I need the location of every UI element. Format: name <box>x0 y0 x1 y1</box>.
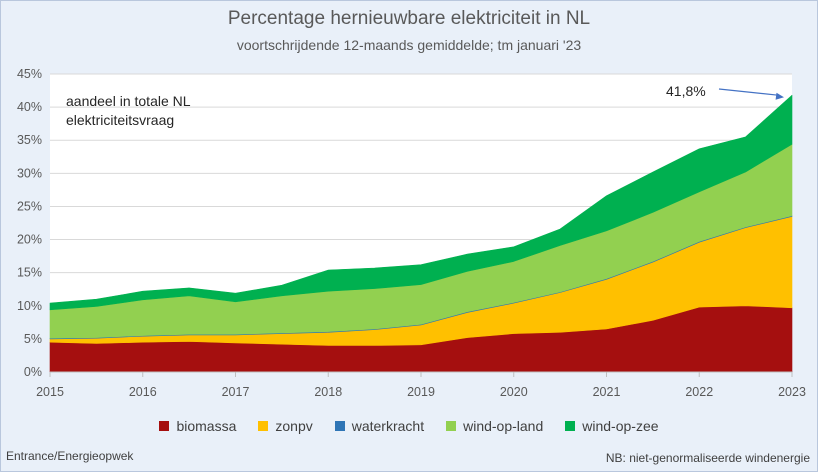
y-tick-label: 0% <box>24 365 42 379</box>
legend-item-wind-op-zee: wind-op-zee <box>565 418 659 434</box>
legend-swatch <box>565 421 576 431</box>
legend-swatch <box>334 421 345 431</box>
x-tick-label: 2022 <box>685 385 713 399</box>
legend-swatch <box>159 421 170 431</box>
x-tick-label: 2020 <box>500 385 528 399</box>
x-tick-label: 2015 <box>36 385 64 399</box>
callout-arrowhead <box>775 92 784 100</box>
x-tick-label: 2016 <box>129 385 157 399</box>
legend-item-waterkracht: waterkracht <box>334 418 425 434</box>
y-tick-label: 15% <box>17 266 42 280</box>
legend-label: waterkracht <box>351 418 425 434</box>
x-tick-label: 2017 <box>222 385 250 399</box>
legend-item-wind-op-land: wind-op-land <box>446 418 543 434</box>
legend: biomassa zonpv waterkracht wind-op-land wind… <box>0 418 818 434</box>
x-tick-label: 2019 <box>407 385 435 399</box>
chart-title: Percentage hernieuwbare elektriciteit in… <box>227 8 591 29</box>
y-tick-label: 45% <box>17 67 42 81</box>
legend-label: zonpv <box>275 418 313 434</box>
x-axis: 2015 2016 2017 2018 2019 2020 2021 2022 2023 <box>36 371 806 399</box>
x-tick-label: 2023 <box>778 385 806 399</box>
legend-swatch <box>258 421 269 431</box>
y-tick-label: 10% <box>17 299 42 313</box>
y-tick-label: 20% <box>17 233 42 247</box>
x-tick-label: 2021 <box>593 385 621 399</box>
chart-subtitle: voortschrijdende 12-maands gemiddelde; t… <box>236 37 582 53</box>
footnote-label: NB: niet-genormaliseerde windenergie <box>605 451 810 465</box>
callout-label: 41,8% <box>666 83 706 99</box>
y-tick-label: 35% <box>17 133 42 147</box>
legend-label: wind-op-land <box>463 418 544 434</box>
y-axis: 0% 5% 10% 15% 20% 25% 30% 35% 40% 45% <box>17 67 42 379</box>
legend-label: biomassa <box>176 418 237 434</box>
legend-item-biomassa: biomassa <box>159 418 236 434</box>
legend-item-zonpv: zonpv <box>258 418 313 434</box>
y-tick-label: 30% <box>17 166 42 180</box>
callout-arrow <box>718 88 779 96</box>
inset-label-line2: elektriciteitsvraag <box>66 112 174 128</box>
area-series <box>49 94 793 373</box>
y-tick-label: 5% <box>24 332 42 346</box>
y-tick-label: 40% <box>17 100 42 114</box>
inset-label-line1: aandeel in totale NL <box>66 93 191 109</box>
legend-swatch <box>446 421 457 431</box>
x-tick-label: 2018 <box>314 385 342 399</box>
legend-label: wind-op-zee <box>582 418 659 434</box>
source-label: Entrance/Energieopwek <box>6 449 134 463</box>
area-wind-op-zee <box>49 94 793 311</box>
y-tick-label: 25% <box>17 199 42 213</box>
